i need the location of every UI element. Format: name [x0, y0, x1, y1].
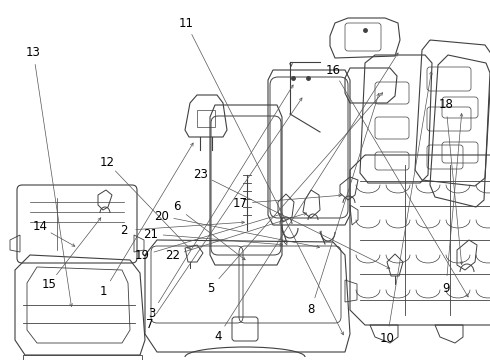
Text: 15: 15: [42, 278, 56, 291]
Text: 1: 1: [100, 285, 108, 298]
Text: 14: 14: [33, 220, 48, 233]
Text: 8: 8: [307, 303, 315, 316]
Text: 18: 18: [439, 98, 453, 111]
Text: 5: 5: [207, 282, 215, 294]
Text: 21: 21: [144, 228, 158, 240]
Text: 20: 20: [154, 210, 169, 222]
Text: 12: 12: [99, 156, 114, 168]
Text: 16: 16: [326, 64, 341, 77]
Text: 2: 2: [120, 224, 127, 237]
Text: 7: 7: [146, 318, 153, 330]
Text: 19: 19: [135, 249, 149, 262]
Text: 4: 4: [214, 330, 222, 343]
Text: 6: 6: [172, 201, 180, 213]
Text: 23: 23: [194, 168, 208, 181]
Text: 22: 22: [165, 249, 180, 262]
Text: 13: 13: [26, 46, 41, 59]
Text: 17: 17: [233, 197, 247, 210]
Text: 9: 9: [442, 282, 450, 294]
Text: 11: 11: [179, 17, 194, 30]
Text: 3: 3: [148, 307, 156, 320]
Text: 10: 10: [380, 332, 394, 345]
